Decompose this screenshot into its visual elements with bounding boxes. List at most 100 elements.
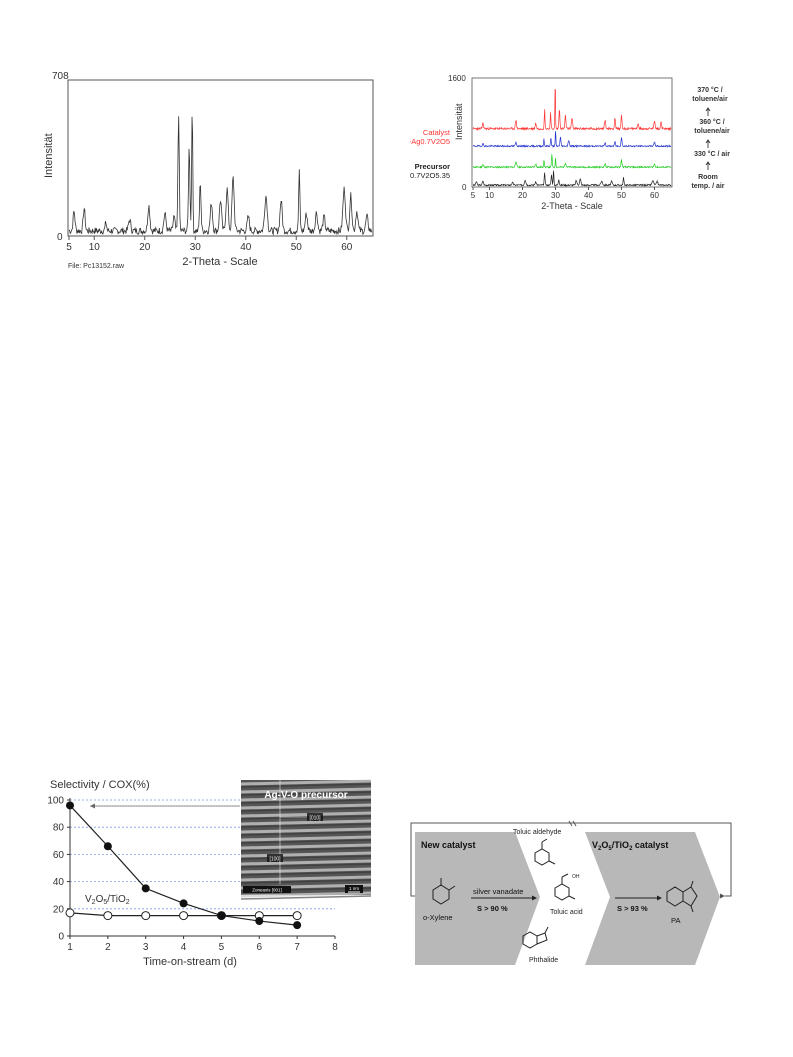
xrd-single-ymax: 708 [52, 72, 69, 82]
x-tick-label: 20 [518, 191, 527, 200]
data-point-precursor [293, 921, 302, 930]
data-point-vti [65, 908, 75, 918]
toluic-aldehyde-structure [534, 838, 556, 866]
selectivity-axis-ticks: 0 20 40 60 80 100 1 2 3 4 5 6 7 8 [47, 796, 338, 954]
xrd-360-pattern [472, 131, 672, 149]
stem-inset: Ag-V-O precursor [010] [100] Zoneaxis [0… [240, 779, 372, 900]
selectivity-xlabel: Time-on-stream (d) [143, 956, 237, 968]
precursor-label: Precursor [415, 162, 451, 171]
arrow-left-icon [720, 893, 725, 899]
x-tick-label: 40 [584, 191, 593, 200]
arrow-right-icon [532, 895, 537, 901]
xrd-precursor-pattern [472, 170, 672, 187]
data-point-precursor [141, 884, 150, 893]
toluic-acid-label: Toluic acid [550, 909, 583, 916]
x-tick-label: 4 [181, 942, 187, 953]
recycle-line [410, 822, 732, 897]
x-tick-label: 1 [67, 942, 73, 953]
arrow-up-icon [705, 139, 711, 148]
xrd-single-file: File: Pc13152.raw [68, 263, 125, 270]
xrd-stack-ymax: 1600 [448, 74, 466, 83]
selectivity-chart: Selectivity / COX(%) Ag-V-O precursor [0… [47, 779, 372, 968]
data-point-precursor [179, 899, 188, 908]
pa-label: PA [671, 916, 680, 925]
x-tick-label: 5 [66, 242, 72, 253]
reagent-label: silver vanadate [473, 887, 523, 896]
arrow-left-icon [90, 803, 95, 809]
y-tick-label: 40 [53, 877, 65, 888]
x-tick-label: 60 [650, 191, 659, 200]
x-tick-label: 8 [332, 942, 338, 953]
xrd-single-chart: 708 0 Intensität 5 10 20 30 40 50 60 2-Theta -… [43, 72, 374, 270]
x-tick-label: 10 [89, 242, 101, 253]
xrd-stack-xticks: 5 10 20 30 40 50 60 [471, 187, 659, 200]
o-xylene-structure [432, 878, 456, 905]
x-tick-label: 2 [105, 942, 111, 953]
stem-label-010: [010] [309, 816, 321, 822]
data-point-precursor [217, 911, 226, 920]
x-tick-label: 5 [471, 191, 476, 200]
x-tick-label: 60 [341, 242, 353, 253]
data-point-precursor [103, 842, 112, 851]
x-tick-label: 50 [291, 242, 303, 253]
data-point-vti [141, 911, 151, 921]
x-tick-label: 3 [143, 942, 149, 953]
stem-label-100: [100] [269, 857, 281, 863]
x-tick-label: 6 [257, 942, 263, 953]
x-tick-label: 10 [485, 191, 494, 200]
x-tick-label: 7 [294, 942, 300, 953]
y-tick-label: 60 [53, 850, 65, 861]
reaction-scheme: New catalyst V2O5/TiO2 catalyst o-Xylene… [410, 820, 732, 965]
catalyst-label: Catalyst [423, 128, 451, 137]
selectivity-title: Selectivity / COX(%) [50, 779, 150, 791]
new-catalyst-label: New catalyst [421, 840, 476, 850]
cond-room-1: Room [698, 174, 718, 181]
selectivity-1: S > 90 % [477, 904, 508, 913]
x-tick-label: 30 [190, 242, 202, 253]
y-tick-label: 20 [53, 904, 65, 915]
phthalide-structure [522, 926, 549, 949]
xrd-stack-xlabel: 2-Theta - Scale [541, 201, 603, 211]
x-tick-label: 30 [551, 191, 560, 200]
selectivity-2: S > 93 % [617, 904, 648, 913]
cond-330: 330 °C / air [694, 150, 730, 158]
vti-catalyst-label: V2O5/TiO2 catalyst [592, 840, 668, 852]
arrow-up-icon [705, 161, 711, 170]
y-tick-label: 0 [58, 932, 64, 943]
x-tick-label: 5 [219, 942, 225, 953]
x-tick-label: 40 [240, 242, 252, 253]
cond-room-2: temp. / air [691, 183, 724, 190]
cond-370-1: 370 °C / [697, 86, 722, 94]
stem-scalebar: 1 nm [349, 886, 359, 891]
y-tick-label: 80 [53, 823, 65, 834]
xrd-single-xticks: 5 10 20 30 40 50 60 [66, 236, 353, 253]
xrd-stack-frame [471, 77, 673, 188]
x-tick-label: 50 [617, 191, 626, 200]
data-point-vti [179, 911, 189, 921]
stem-zoneaxis: Zoneaxis [001] [252, 888, 282, 893]
y-tick-label: 100 [47, 796, 64, 807]
precursor-formula: Ag0.7V2O5.35 [410, 171, 450, 180]
svg-text:OH: OH [572, 874, 580, 880]
xrd-stack-chart: 1600 0 Intensität Catalyst δ-Ag0.7V2O5 P… [410, 74, 730, 211]
data-point-precursor [66, 801, 74, 810]
stem-title: Ag-V-O precursor [264, 790, 347, 801]
xrd-single-pattern [68, 116, 373, 236]
arrow-up-icon [705, 107, 711, 116]
arrow-right-icon [657, 895, 662, 901]
xrd-single-ymin: 0 [57, 232, 63, 243]
catalyst-formula: δ-Ag0.7V2O5 [410, 137, 450, 146]
data-point-vti [103, 911, 113, 921]
xrd-single-frame [67, 79, 374, 237]
cond-360-2: toluene/air [694, 128, 730, 135]
data-point-precursor [255, 917, 264, 926]
xrd-330-pattern [472, 154, 672, 170]
xrd-370-pattern [472, 89, 672, 132]
toluic-aldehyde-label: Toluic aldehyde [513, 829, 561, 836]
cond-360-1: 360 °C / [699, 118, 724, 126]
data-point-vti [292, 911, 302, 921]
xrd-stack-ylabel: Intensität [454, 103, 464, 140]
xrd-stack-ymin: 0 [462, 183, 467, 192]
cond-370-2: toluene/air [692, 96, 728, 103]
xrd-single-xlabel: 2-Theta - Scale [182, 256, 257, 268]
